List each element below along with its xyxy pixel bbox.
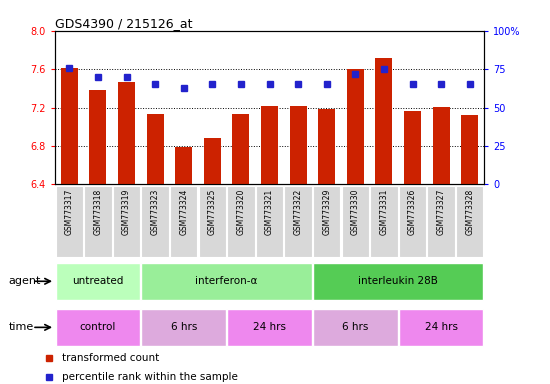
Bar: [170, 186, 197, 257]
Text: GSM773321: GSM773321: [265, 189, 274, 235]
Bar: [227, 309, 312, 346]
Bar: [113, 186, 140, 257]
Bar: [318, 109, 336, 184]
Text: 6 hrs: 6 hrs: [342, 322, 369, 333]
Text: 24 hrs: 24 hrs: [253, 322, 286, 333]
Bar: [456, 186, 483, 257]
Text: GSM773325: GSM773325: [208, 189, 217, 235]
Text: GSM773330: GSM773330: [351, 189, 360, 235]
Bar: [175, 147, 192, 184]
Bar: [56, 186, 83, 257]
Bar: [199, 186, 226, 257]
Text: GDS4390 / 215126_at: GDS4390 / 215126_at: [55, 17, 192, 30]
Bar: [346, 69, 364, 184]
Bar: [313, 186, 340, 257]
Text: interferon-α: interferon-α: [195, 276, 258, 286]
Bar: [146, 114, 164, 184]
Text: GSM773324: GSM773324: [179, 189, 188, 235]
Bar: [232, 114, 250, 184]
Text: time: time: [8, 322, 34, 333]
Bar: [313, 263, 483, 300]
Bar: [141, 309, 226, 346]
Bar: [284, 186, 312, 257]
Text: GSM773328: GSM773328: [465, 189, 474, 235]
Bar: [399, 186, 426, 257]
Bar: [141, 263, 312, 300]
Bar: [84, 186, 112, 257]
Bar: [227, 186, 255, 257]
Text: agent: agent: [8, 276, 41, 286]
Bar: [399, 309, 483, 346]
Text: untreated: untreated: [72, 276, 124, 286]
Bar: [56, 309, 140, 346]
Text: GSM773329: GSM773329: [322, 189, 331, 235]
Bar: [204, 138, 221, 184]
Bar: [461, 115, 478, 184]
Text: 6 hrs: 6 hrs: [170, 322, 197, 333]
Text: GSM773317: GSM773317: [65, 189, 74, 235]
Text: GSM773327: GSM773327: [437, 189, 446, 235]
Text: 24 hrs: 24 hrs: [425, 322, 458, 333]
Text: interleukin 28B: interleukin 28B: [358, 276, 438, 286]
Text: control: control: [80, 322, 116, 333]
Text: GSM773323: GSM773323: [151, 189, 160, 235]
Text: GSM773322: GSM773322: [294, 189, 302, 235]
Bar: [404, 111, 421, 184]
Bar: [432, 107, 450, 184]
Bar: [427, 186, 455, 257]
Text: GSM773318: GSM773318: [94, 189, 102, 235]
Bar: [89, 90, 107, 184]
Text: percentile rank within the sample: percentile rank within the sample: [62, 372, 238, 382]
Bar: [342, 186, 369, 257]
Bar: [118, 82, 135, 184]
Text: transformed count: transformed count: [62, 353, 160, 363]
Text: GSM773319: GSM773319: [122, 189, 131, 235]
Bar: [56, 263, 140, 300]
Bar: [256, 186, 283, 257]
Bar: [313, 309, 398, 346]
Bar: [375, 58, 393, 184]
Bar: [289, 106, 307, 184]
Bar: [60, 68, 78, 184]
Bar: [370, 186, 398, 257]
Text: GSM773320: GSM773320: [236, 189, 245, 235]
Bar: [141, 186, 169, 257]
Text: GSM773326: GSM773326: [408, 189, 417, 235]
Bar: [261, 106, 278, 184]
Text: GSM773331: GSM773331: [379, 189, 388, 235]
